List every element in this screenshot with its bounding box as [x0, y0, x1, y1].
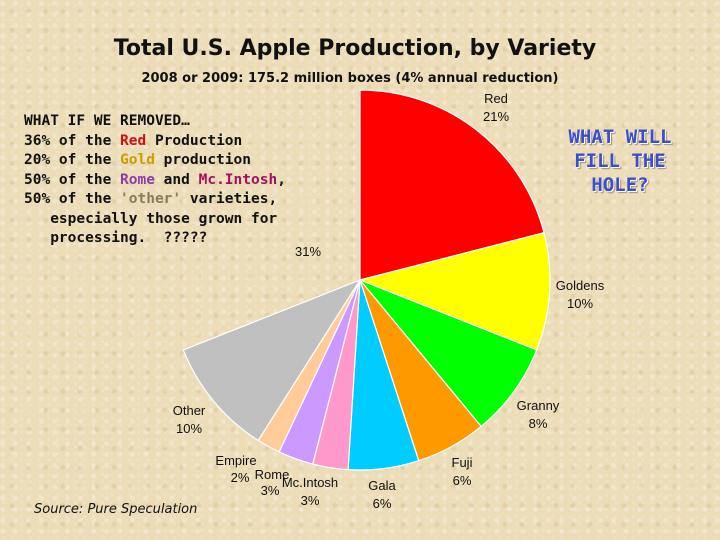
hole-callout: WHAT WILL FILL THE HOLE? [540, 125, 700, 197]
note-line-6: especially those grown for [24, 210, 278, 227]
slice-label-red: Red [484, 91, 508, 106]
pie-slice-goldens [358, 232, 551, 351]
slice-pct-fuji: 6% [453, 473, 472, 488]
slice-pct-gala: 6% [373, 496, 392, 511]
note-line-2: 36% of the Red Production [24, 132, 243, 149]
pie-slice-granny [359, 279, 538, 428]
note-line-3: 20% of the Gold production [24, 152, 251, 168]
what-if-notes: WHAT IF WE REMOVED… 36% of the Red Produ… [24, 112, 354, 249]
chart-title: Total U.S. Apple Production, by Variety [113, 36, 597, 61]
slice-label-gala: Gala [368, 478, 396, 493]
callout-line-1: WHAT WILL [568, 126, 672, 148]
slice-label-rome: Rome [255, 467, 290, 482]
callout-line-2: FILL THE [574, 150, 666, 172]
slice-pct-empire: 2% [231, 470, 250, 485]
note-line-4: 50% of the Rome and Mc.Intosh, [24, 171, 286, 188]
slice-pct-granny: 8% [529, 416, 548, 431]
slice-label-mc-intosh: Mc.Intosh [282, 475, 338, 490]
slice-label-fuji: Fuji [452, 455, 473, 470]
slice-pct-other: 10% [176, 421, 202, 436]
chart-subtitle: 2008 or 2009: 175.2 million boxes (4% an… [141, 71, 559, 86]
note-line-1: WHAT IF WE REMOVED… [24, 113, 190, 129]
callout-line-3: HOLE? [591, 174, 649, 196]
note-line-7: processing. ????? [24, 230, 208, 246]
slice-label-goldens: Goldens [556, 278, 605, 293]
slice-pct-red: 21% [483, 109, 509, 124]
note-line-5: 50% of the 'other' varieties, [24, 191, 278, 207]
slice-label-granny: Granny [517, 398, 560, 413]
slice-label-empire: Empire [215, 453, 256, 468]
pie-slice-other [182, 278, 362, 442]
pie-slice-red [359, 89, 545, 281]
source-note: Source: Pure Speculation [34, 502, 198, 517]
slice-pct-mc-intosh: 3% [301, 493, 320, 508]
slice-pct-missing: 31% [295, 244, 321, 259]
slice-pct-goldens: 10% [567, 296, 593, 311]
slice-label-other: Other [173, 403, 206, 418]
slice-pct-rome: 3% [261, 483, 280, 498]
